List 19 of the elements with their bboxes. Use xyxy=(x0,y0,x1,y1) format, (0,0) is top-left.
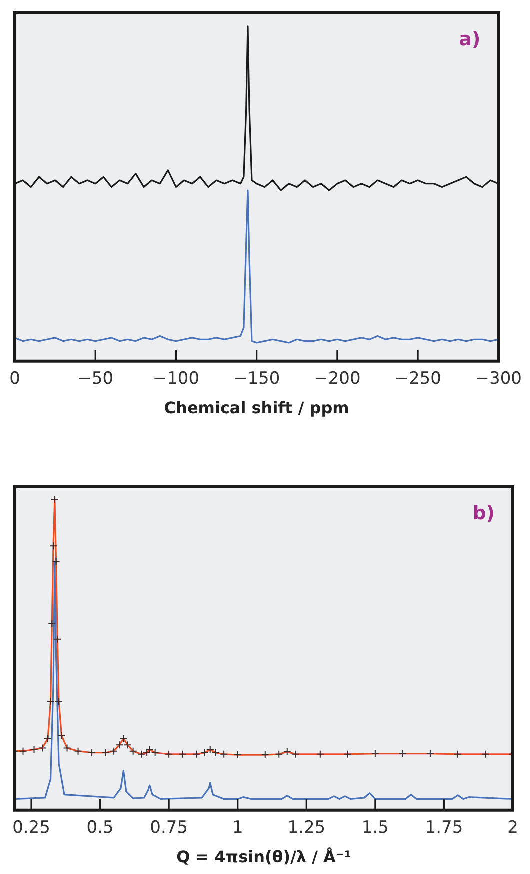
x-tick-label: −300 xyxy=(475,369,522,390)
x-axis-title: Q = 4πsin(θ)/λ / Å⁻¹ xyxy=(176,848,352,867)
x-tick-label: 1.25 xyxy=(288,818,326,838)
x-tick-label: −250 xyxy=(394,369,442,390)
x-tick-label: −100 xyxy=(152,369,200,390)
x-tick-label: 1.75 xyxy=(425,818,464,838)
annotation: a) xyxy=(459,28,481,50)
x-tick-label: 0.75 xyxy=(150,818,188,838)
annotation: b) xyxy=(472,502,495,524)
x-tick-label: 1.5 xyxy=(362,818,389,838)
x-tick-label: 0.25 xyxy=(12,818,50,838)
x-tick-label: −150 xyxy=(233,369,280,390)
x-tick-label: −50 xyxy=(78,369,114,390)
x-tick-label: 0 xyxy=(10,369,20,390)
x-axis-title: Chemical shift / ppm xyxy=(164,398,350,418)
x-tick-label: 2 xyxy=(508,818,518,838)
x-tick-label: 0.5 xyxy=(86,818,114,838)
x-tick-label: 1 xyxy=(232,818,244,838)
x-tick-label: −200 xyxy=(314,369,361,390)
